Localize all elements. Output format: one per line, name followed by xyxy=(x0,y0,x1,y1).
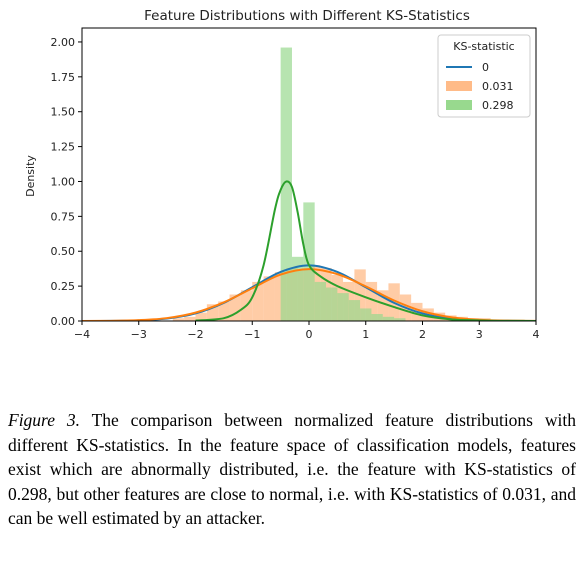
legend-title: KS-statistic xyxy=(453,40,514,53)
histogram-bar xyxy=(365,281,378,321)
legend-swatch xyxy=(446,100,472,110)
figure-label: Figure 3. xyxy=(8,410,80,430)
x-tick-label: 2 xyxy=(419,328,426,341)
legend-label: 0 xyxy=(482,61,489,74)
y-tick-label: 1.75 xyxy=(51,71,76,84)
kde-line-0.031 xyxy=(82,268,536,321)
histogram-bar xyxy=(360,308,372,321)
legend-box xyxy=(437,34,531,118)
legend-swatch xyxy=(446,81,472,91)
histogram-bar xyxy=(195,312,207,321)
y-tick-label: 0.75 xyxy=(51,210,76,223)
histogram-bar xyxy=(382,316,395,321)
y-tick-label: 0.50 xyxy=(51,245,76,258)
y-tick-label: 1.00 xyxy=(51,175,76,188)
histogram-bar xyxy=(206,304,219,321)
histogram-bar xyxy=(184,316,196,321)
histogram-0.298 xyxy=(280,47,406,321)
histogram-bar xyxy=(337,293,349,321)
x-tick-label: −3 xyxy=(131,328,147,341)
legend-label: 0.298 xyxy=(482,99,514,112)
histogram-bar xyxy=(348,300,361,321)
x-tick-label: 4 xyxy=(533,328,540,341)
y-tick-label: 1.25 xyxy=(51,141,76,154)
chart: Feature Distributions with Different KS-… xyxy=(24,8,540,341)
y-axis-label: Density xyxy=(24,155,37,197)
histogram-bar xyxy=(303,202,315,321)
legend-label: 0.031 xyxy=(482,80,514,93)
x-tick-label: −4 xyxy=(74,328,90,341)
axes: −4 −3 −2 −1 0 1 2 3 4 0.00 0.25 0.50 0.75 1.00 1.25 1.5… xyxy=(51,27,540,341)
histogram-bar xyxy=(371,314,383,321)
y-tick-label: 0.25 xyxy=(51,280,76,293)
histogram-bar xyxy=(314,281,327,321)
y-tick-label: 0.00 xyxy=(51,315,76,328)
histogram-bar xyxy=(172,318,185,321)
plot-area xyxy=(82,47,536,321)
legend: KS-statistic 0 0.031 0.298 xyxy=(437,34,531,118)
figure-caption: Figure 3. The comparison between normali… xyxy=(8,408,576,531)
caption-text: The comparison between normalized featur… xyxy=(8,410,576,528)
y-tick-label: 1.50 xyxy=(51,106,76,119)
histogram-bar xyxy=(218,301,230,321)
histogram-bar xyxy=(326,287,338,321)
histogram-bar xyxy=(229,294,241,321)
x-tick-label: 0 xyxy=(306,328,313,341)
histogram-bar xyxy=(291,256,304,321)
histogram-bar xyxy=(394,318,406,321)
histogram-bar xyxy=(280,47,292,321)
x-tick-label: 1 xyxy=(362,328,369,341)
y-tick-label: 2.00 xyxy=(51,36,76,49)
histogram-bar xyxy=(252,281,264,321)
chart-title: Feature Distributions with Different KS-… xyxy=(144,8,470,24)
histogram-bar xyxy=(377,290,389,321)
kde-line-0.298 xyxy=(195,180,536,321)
x-tick-label: −1 xyxy=(244,328,260,341)
x-tick-label: −2 xyxy=(187,328,203,341)
histogram-bar xyxy=(263,276,275,321)
x-tick-label: 3 xyxy=(476,328,483,341)
